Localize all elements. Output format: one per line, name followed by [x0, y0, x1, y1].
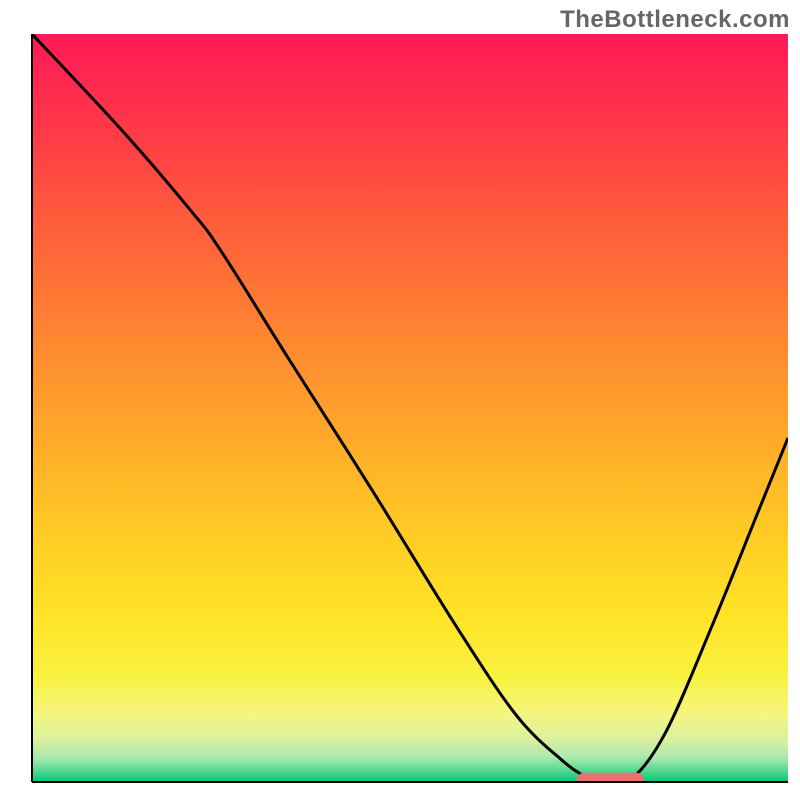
watermark-text: TheBottleneck.com [560, 6, 790, 34]
bottleneck-curve-chart [0, 0, 800, 800]
chart-canvas: TheBottleneck.com [0, 0, 800, 800]
gradient-background [32, 34, 788, 782]
